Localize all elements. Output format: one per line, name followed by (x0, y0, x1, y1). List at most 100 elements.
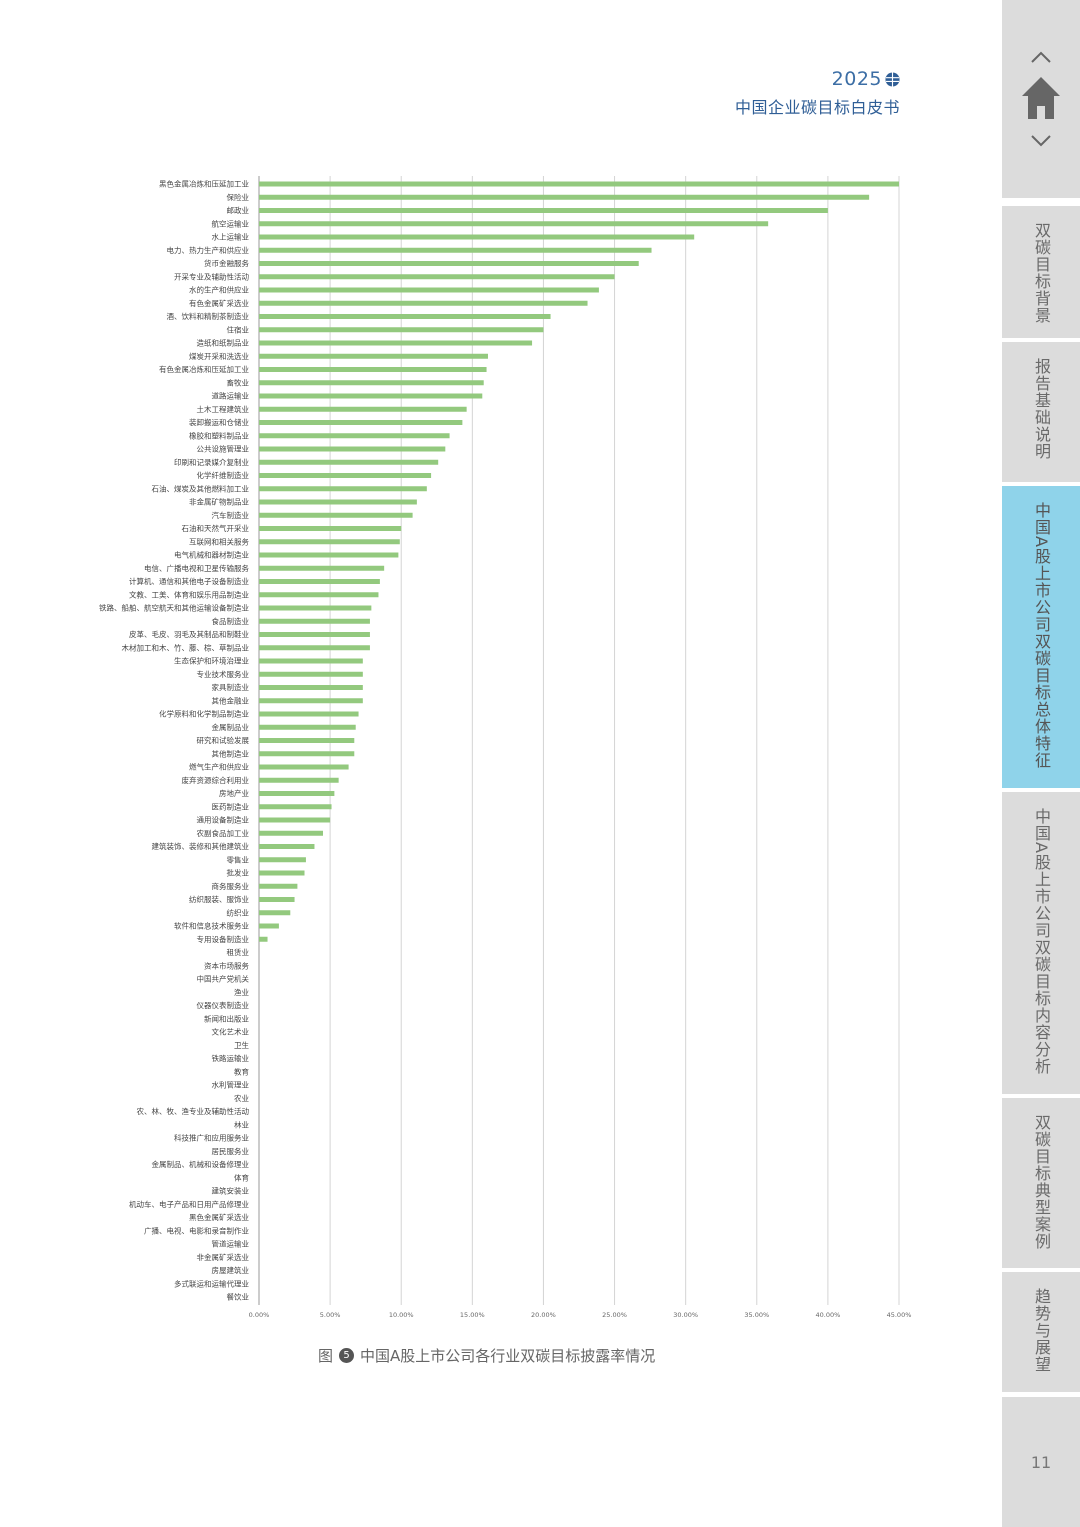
header: 2025 中国企业碳目标白皮书 (735, 68, 900, 118)
tab-content-analysis[interactable]: 中国A股上市公司双碳目标内容分析 (1002, 792, 1080, 1098)
bar (259, 698, 363, 704)
category-label: 石油、煤炭及其他燃料加工业 (152, 483, 250, 493)
x-tick-label: 20.00% (531, 1311, 556, 1319)
category-label: 汽车制造业 (212, 510, 250, 520)
category-label: 黑色金属冶炼和压延加工业 (159, 179, 249, 189)
bar (259, 857, 306, 863)
figure-caption: 图 5 中国A股上市公司各行业双碳目标披露率情况 (318, 1345, 655, 1366)
category-label: 土木工程建筑业 (197, 404, 250, 414)
category-label: 有色金属矿采选业 (189, 298, 249, 308)
category-label: 废弃资源综合利用业 (182, 775, 250, 785)
bar (259, 181, 899, 187)
bar (259, 393, 483, 399)
bar (259, 711, 359, 717)
category-label: 生态保护和环境治理业 (174, 656, 249, 666)
bar (259, 539, 400, 545)
category-label: 公共设施管理业 (197, 444, 250, 454)
category-label: 石油和天然气开采业 (182, 523, 250, 533)
x-tick-label: 15.00% (460, 1311, 485, 1319)
category-label: 金属制品、机械和设备修理业 (152, 1159, 250, 1169)
bar (259, 446, 446, 452)
page-number-box: 11 (1002, 1397, 1080, 1527)
category-label: 保险业 (227, 192, 250, 202)
category-label: 木材加工和木、竹、藤、棕、草制品业 (122, 642, 250, 652)
industry-disclosure-bar-chart: 0.00% 5.00% 10.00% 15.00% 20.00% 25.00% 30.00%… (99, 176, 912, 1319)
category-label: 批发业 (227, 868, 250, 878)
tab-label: 中国A股上市公司双碳目标总体特征 (1032, 502, 1051, 769)
category-label: 资本市场服务 (204, 960, 249, 970)
category-label: 商务服务业 (212, 881, 250, 891)
category-label: 计算机、通信和其他电子设备制造业 (129, 576, 249, 586)
category-label: 家具制造业 (212, 682, 250, 692)
category-label: 邮政业 (227, 205, 250, 215)
tab-typical-cases[interactable]: 双碳目标典型案例 (1002, 1098, 1080, 1272)
chevron-down-icon[interactable] (1030, 134, 1052, 148)
bar (259, 353, 488, 359)
bar (259, 420, 463, 425)
tab-trends-outlook[interactable]: 趋势与展望 (1002, 1272, 1080, 1396)
tab-label: 双碳目标背景 (1032, 222, 1051, 324)
category-label: 纺织业 (227, 907, 250, 917)
bar (259, 552, 399, 558)
bar (259, 406, 467, 412)
tab-report-basis[interactable]: 报告基础说明 (1002, 342, 1080, 486)
bar (259, 738, 355, 743)
category-label: 水利管理业 (212, 1080, 250, 1090)
category-label: 水的生产和供应业 (189, 285, 249, 295)
bar (259, 234, 695, 240)
bar (259, 764, 349, 770)
tab-overall-characteristics[interactable]: 中国A股上市公司双碳目标总体特征 (1002, 486, 1080, 792)
category-label: 卫生 (234, 1040, 249, 1050)
category-label: 金属制品业 (212, 722, 250, 732)
bar (259, 804, 332, 810)
bar (259, 565, 385, 571)
category-label: 纺织服装、服饰业 (189, 894, 249, 904)
x-tick-label: 5.00% (320, 1311, 341, 1319)
category-label: 电力、热力生产和供应业 (167, 245, 250, 255)
category-label: 居民服务业 (212, 1146, 250, 1156)
category-label: 黑色金属矿采选业 (189, 1212, 249, 1222)
bar (259, 221, 769, 227)
chevron-up-icon[interactable] (1030, 50, 1052, 64)
bar (259, 274, 615, 280)
category-label: 货币金融服务 (204, 258, 249, 268)
home-icon[interactable] (1020, 74, 1062, 122)
category-label: 非金属矿采选业 (197, 1252, 250, 1262)
caption-badge: 5 (339, 1348, 355, 1363)
x-tick-label: 10.00% (389, 1311, 414, 1319)
x-tick-label: 45.00% (887, 1311, 912, 1319)
bar (259, 645, 370, 651)
category-label: 机动车、电子产品和日用产品修理业 (129, 1199, 249, 1209)
category-label: 互联网和相关服务 (189, 536, 249, 546)
category-label: 食品制造业 (212, 616, 250, 626)
category-label: 有色金属冶炼和压延加工业 (159, 364, 249, 374)
category-label: 科技推广和应用服务业 (174, 1133, 249, 1143)
category-label: 电气机械和器材制造业 (174, 550, 249, 560)
category-label: 教育 (234, 1066, 249, 1076)
bar (259, 724, 356, 730)
x-tick-label: 35.00% (744, 1311, 769, 1319)
bar (259, 473, 432, 478)
category-label: 管道运输业 (212, 1239, 250, 1249)
tab-carbon-target-background[interactable]: 双碳目标背景 (1002, 206, 1080, 342)
category-label: 房屋建筑业 (212, 1265, 250, 1275)
bar (259, 830, 323, 836)
bar (259, 579, 380, 584)
category-label: 研究和试验发展 (197, 735, 250, 745)
category-label: 化学纤维制造业 (197, 470, 250, 480)
category-label: 医药制造业 (212, 801, 250, 811)
category-label: 租赁业 (227, 947, 250, 957)
x-tick-label: 0.00% (249, 1311, 270, 1319)
bar (259, 380, 484, 386)
category-label: 建筑装饰、装修和其他建筑业 (152, 841, 250, 851)
nav-controls (1002, 0, 1080, 202)
category-label: 畜牧业 (227, 377, 250, 387)
category-label: 化学原料和化学制品制造业 (159, 709, 249, 719)
category-label: 渔业 (234, 987, 249, 997)
bar (259, 618, 370, 624)
x-tick-label: 40.00% (815, 1311, 840, 1319)
bar (259, 685, 363, 690)
category-label: 文教、工美、体育和娱乐用品制造业 (129, 589, 249, 599)
bar (259, 194, 870, 200)
page-number: 11 (1030, 1452, 1052, 1472)
